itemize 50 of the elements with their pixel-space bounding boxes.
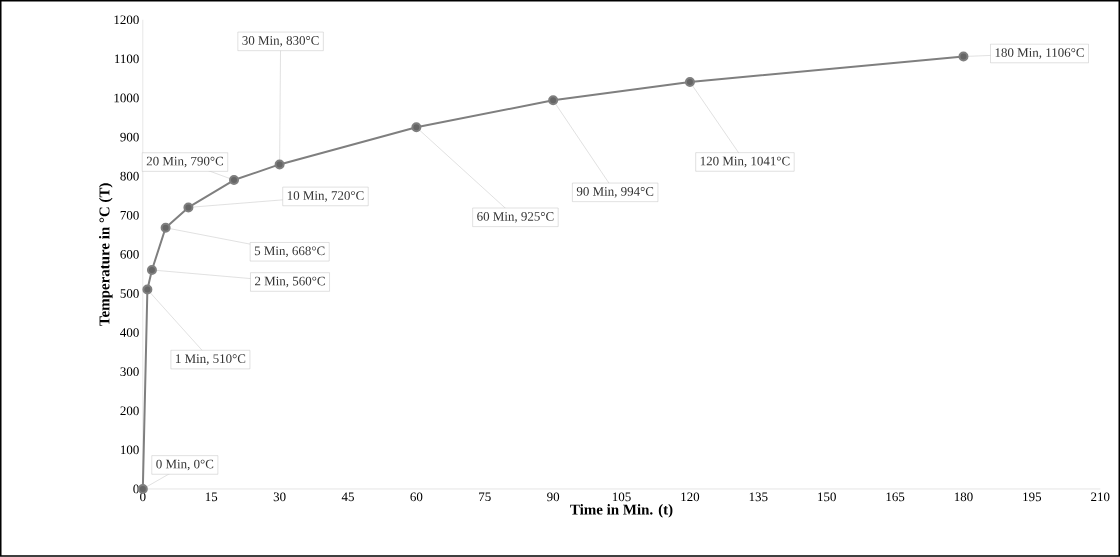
annotation: 10 Min, 720°C <box>287 191 364 202</box>
point <box>183 202 194 213</box>
x-tick-label: 60 <box>410 492 423 502</box>
point <box>142 284 153 295</box>
annotation: 2 Min, 560°C <box>255 276 325 288</box>
point <box>958 51 969 62</box>
x-tick-label: 105 <box>612 492 631 502</box>
y-tick-label: 1100 <box>115 54 139 64</box>
y-tick-label: 900 <box>120 132 139 142</box>
x-tick-label: 75 <box>479 492 491 502</box>
annotation: 5 Min, 668°C <box>254 246 325 258</box>
annotation: 20 Min, 790°C <box>146 156 224 168</box>
annotation: 0 Min, 0°C <box>156 459 214 471</box>
annotation: 30 Min, 830°C <box>242 36 319 47</box>
point <box>684 77 695 88</box>
x-tick-label: 195 <box>1023 492 1042 502</box>
x-tick-label: 30 <box>273 492 286 502</box>
y-tick-label: 1200 <box>114 15 139 25</box>
annotation: 60 Min, 925°C <box>477 212 554 223</box>
y-tick-label: 600 <box>120 250 139 259</box>
x-axis-title: Time in Min. (t) <box>570 504 673 518</box>
x-tick-label: 45 <box>341 492 354 502</box>
x-tick-label: 165 <box>886 492 905 502</box>
x-tick-label: 210 <box>1091 492 1110 502</box>
point <box>274 159 285 170</box>
point <box>146 265 157 276</box>
point <box>229 175 240 186</box>
x-tick-label: 90 <box>547 492 560 502</box>
point <box>411 122 422 133</box>
y-tick-label: 200 <box>120 406 139 416</box>
point <box>548 95 559 106</box>
y-tick-label: 1000 <box>114 93 139 103</box>
x-tick-label: 120 <box>681 492 700 502</box>
x-tick-label: 135 <box>749 492 768 502</box>
x-tick-label: 15 <box>205 492 218 502</box>
x-tick-label: 150 <box>818 492 836 502</box>
y-tick-label: 400 <box>120 328 139 338</box>
y-tick-label: 500 <box>120 289 139 298</box>
y-tick-label: 100 <box>121 445 139 455</box>
annotation: 90 Min, 994°C <box>576 187 654 198</box>
x-tick-label: 180 <box>954 492 973 502</box>
y-axis-title: Temperature in °C (T) <box>99 183 113 326</box>
y-tick-label: 800 <box>120 171 139 181</box>
annotation: 120 Min, 1041°C <box>700 156 790 168</box>
point <box>160 222 171 233</box>
y-tick-label: 300 <box>120 367 139 377</box>
annotation: 1 Min, 510°C <box>176 354 246 366</box>
annotation: 180 Min, 1106°C <box>995 48 1084 59</box>
y-tick-label: 700 <box>120 211 139 220</box>
x-tick-label: 0 <box>140 492 146 502</box>
